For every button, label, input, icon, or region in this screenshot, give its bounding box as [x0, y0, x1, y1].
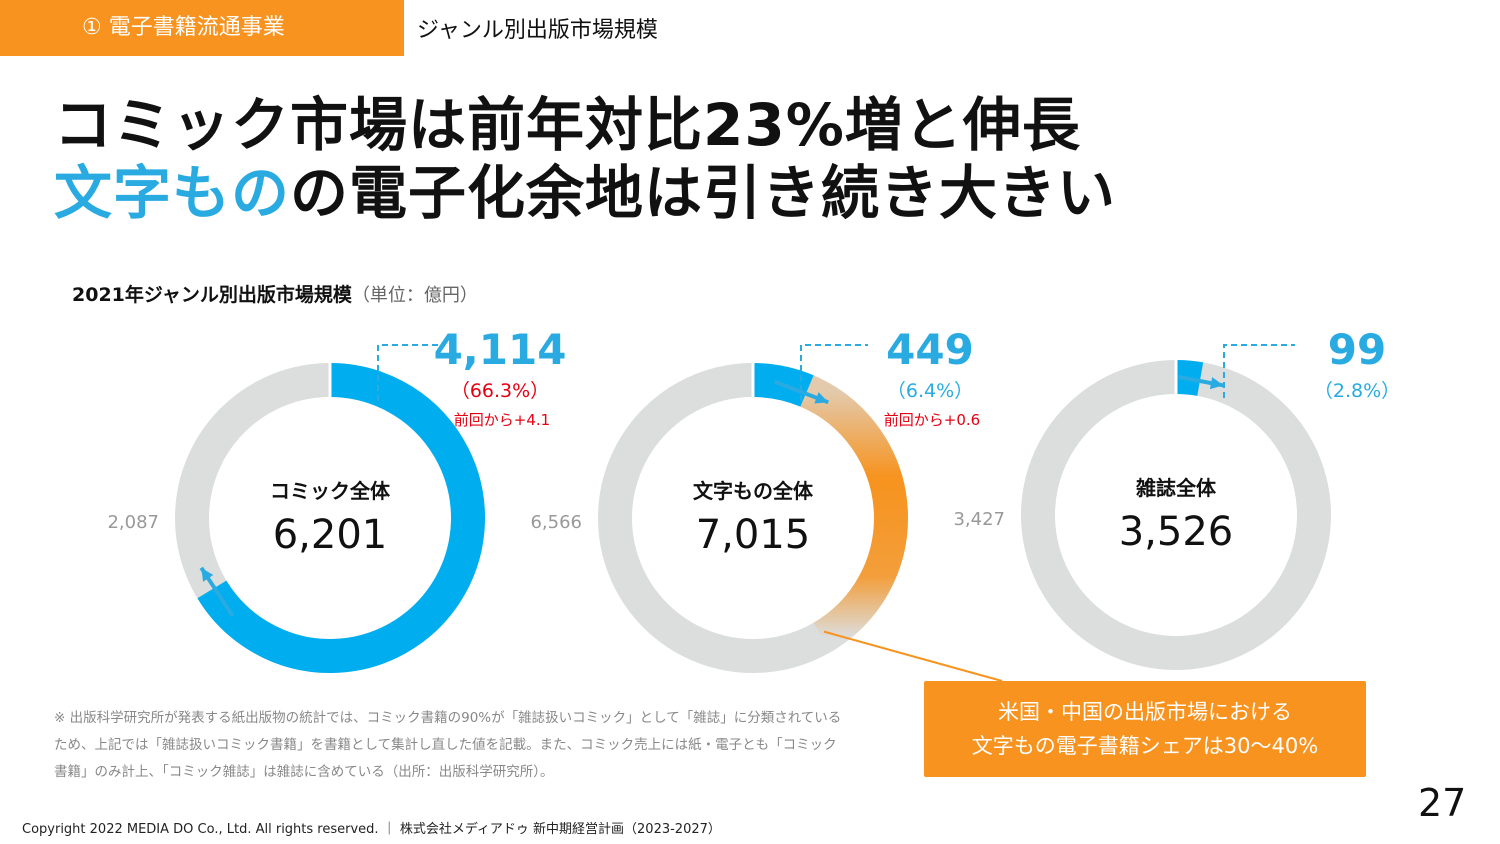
digital-share-label: （2.8%） — [1314, 380, 1400, 402]
digital-share-label: （66.3%） — [451, 380, 549, 402]
print-value-label: 2,087 — [107, 512, 159, 533]
digital-value-leader — [800, 344, 868, 401]
change-label: 前回から+0.6 — [884, 411, 980, 429]
footnote: ※ 出版科学研究所が発表する紙出版物の統計では、コミック書籍の90%が「雑誌扱い… — [54, 710, 842, 780]
callout-line2: 文字もの電子書籍シェアは30〜40% — [971, 734, 1319, 758]
section-tab: ① 電子書籍流通事業 — [0, 0, 404, 56]
digital-value-label: 449 — [886, 325, 974, 374]
digital-value-leader — [377, 344, 438, 401]
category-name: 文字もの全体 — [693, 479, 814, 503]
chart-title-text: 2021年ジャンル別出版市場規模 — [72, 284, 352, 306]
headline-line1: コミック市場は前年対比23%増と伸長 — [54, 91, 1081, 159]
headline-line2: 文字ものの電子化余地は引き続き大きい — [54, 146, 1116, 230]
page-number: 27 — [1418, 781, 1467, 825]
donut-digital-segment — [197, 363, 485, 673]
copyright-footer: Copyright 2022 MEDIA DO Co., Ltd. All ri… — [22, 822, 721, 837]
chart-unit: （単位：億円） — [351, 285, 478, 306]
category-total: 3,526 — [1119, 509, 1234, 555]
category-total: 7,015 — [696, 512, 811, 558]
headline-rest: の電子化余地は引き続き大きい — [290, 159, 1117, 227]
category-name: 雑誌全体 — [1135, 476, 1217, 500]
digital-value-label: 4,114 — [434, 325, 567, 374]
callout-line1: 米国・中国の出版市場における — [998, 700, 1292, 724]
chart-title: 2021年ジャンル別出版市場規模（単位：億円） — [72, 280, 478, 307]
growth-arrow-head — [814, 392, 829, 404]
breadcrumb: ジャンル別出版市場規模 — [417, 18, 658, 43]
section-tab-label: ① 電子書籍流通事業 — [82, 15, 285, 40]
change-label: 前回から+4.1 — [454, 411, 550, 429]
digital-value-leader — [1223, 344, 1295, 398]
category-name: コミック全体 — [270, 479, 391, 503]
callout-connector — [823, 630, 1003, 682]
growth-arrow-head — [1209, 377, 1224, 390]
digital-share-label: （6.4%） — [887, 380, 973, 402]
print-value-label: 3,427 — [953, 509, 1005, 530]
print-value-label: 6,566 — [530, 512, 582, 533]
growth-arrow-head — [201, 567, 214, 582]
category-total: 6,201 — [273, 512, 388, 558]
callout-box: 米国・中国の出版市場における 文字もの電子書籍シェアは30〜40% — [924, 681, 1366, 777]
digital-value-label: 99 — [1328, 325, 1386, 374]
headline-highlight: 文字もの — [54, 159, 291, 227]
donut-potential-segment — [800, 375, 908, 653]
